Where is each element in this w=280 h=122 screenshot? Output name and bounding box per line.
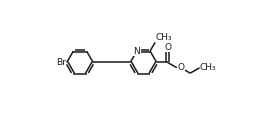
Text: O: O: [164, 43, 171, 52]
Text: N: N: [134, 47, 140, 56]
Text: O: O: [177, 63, 184, 72]
Text: CH₃: CH₃: [155, 33, 172, 42]
Text: Br: Br: [56, 58, 66, 67]
Text: CH₃: CH₃: [200, 63, 217, 72]
